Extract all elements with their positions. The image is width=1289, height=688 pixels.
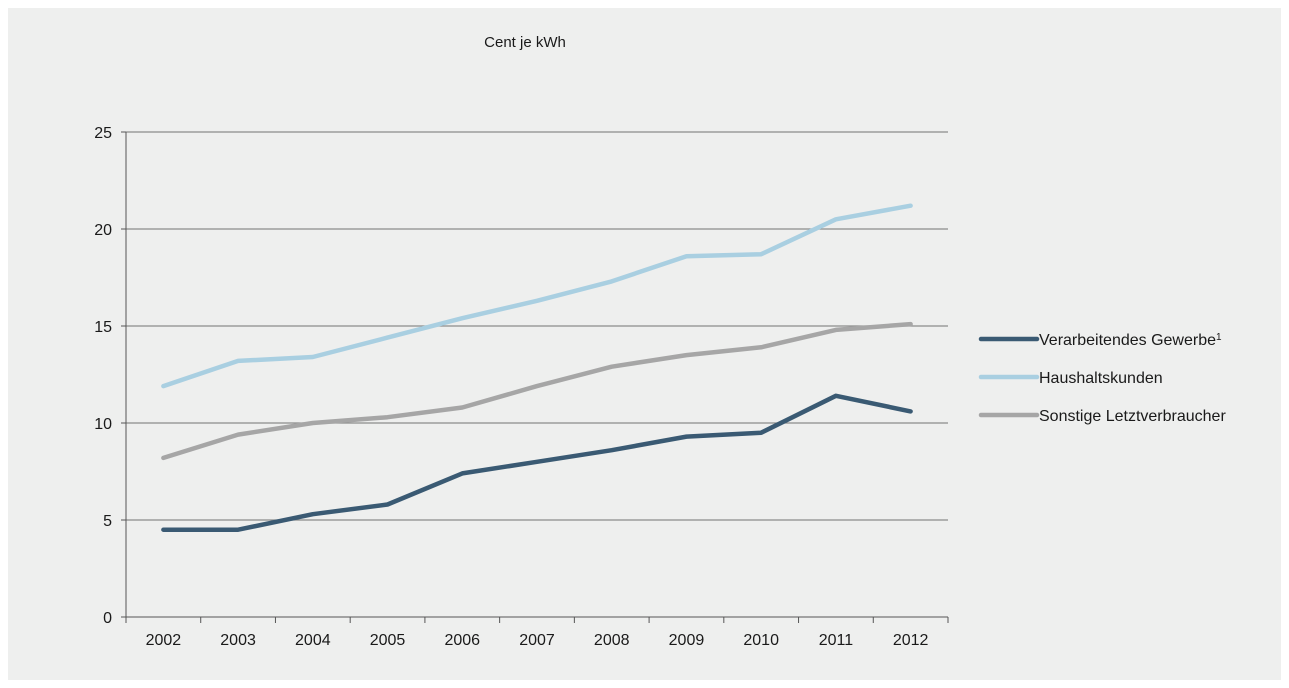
legend-label-text: Verarbeitendes Gewerbe <box>1039 332 1216 349</box>
y-tick-label: 25 <box>94 125 112 142</box>
chart-panel <box>8 8 1281 680</box>
x-tick-label: 2003 <box>220 632 256 649</box>
legend-item: Sonstige Letztverbraucher <box>978 408 1226 425</box>
x-tick-label: 2005 <box>370 632 406 649</box>
legend-label: Sonstige Letztverbraucher <box>1039 408 1226 425</box>
series-line-0 <box>161 393 913 532</box>
x-tick-label: 2008 <box>594 632 630 649</box>
legend: Verarbeitendes Gewerbe1 Haushaltskunden So… <box>978 332 1226 425</box>
series-line-1 <box>161 203 913 389</box>
y-tick-label: 20 <box>94 222 112 239</box>
series-lines <box>161 203 913 532</box>
axes: 0 5 10 15 20 25 2002 2003 2004 2005 2006 2007 2008 20… <box>94 125 949 649</box>
gridlines <box>126 131 948 521</box>
x-tick-label: 2011 <box>819 632 854 649</box>
y-tick-label: 10 <box>94 416 112 433</box>
legend-label-text: Sonstige Letztverbraucher <box>1039 408 1226 425</box>
y-tick-label: 5 <box>103 513 112 530</box>
x-tick-label: 2006 <box>444 632 480 649</box>
x-tick-label: 2004 <box>295 632 331 649</box>
legend-label: Verarbeitendes Gewerbe1 <box>1039 332 1222 349</box>
x-tick-label: 2012 <box>893 632 929 649</box>
series-line-2 <box>161 321 913 461</box>
legend-label-text: Haushaltskunden <box>1039 370 1163 387</box>
y-tick-label: 0 <box>103 610 112 627</box>
legend-label: Haushaltskunden <box>1039 370 1163 387</box>
x-tick-label: 2010 <box>743 632 779 649</box>
chart-title: Cent je kWh <box>484 34 566 51</box>
x-tick-label: 2002 <box>146 632 182 649</box>
legend-item: Verarbeitendes Gewerbe1 <box>978 332 1222 349</box>
y-tick-label: 15 <box>94 319 112 336</box>
legend-footnote-marker: 1 <box>1216 332 1222 343</box>
x-tick-label: 2007 <box>519 632 555 649</box>
x-tick-label: 2009 <box>669 632 705 649</box>
legend-item: Haushaltskunden <box>978 370 1163 387</box>
